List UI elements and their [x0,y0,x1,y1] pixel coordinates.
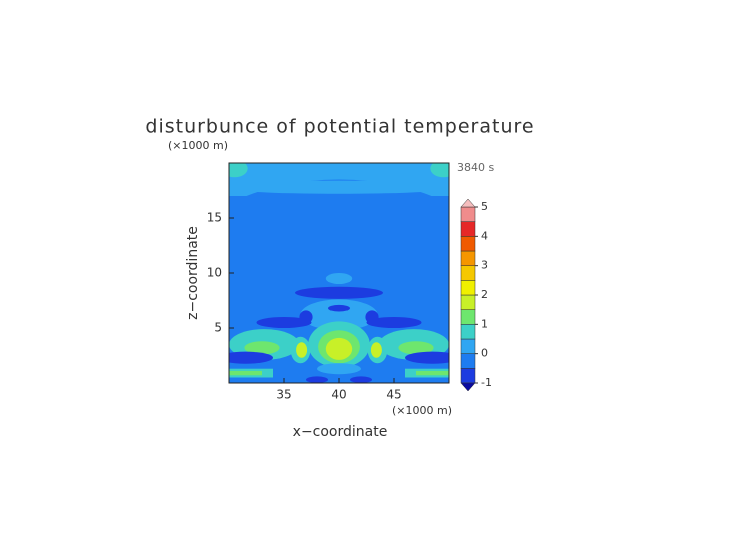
colorbar-under [460,382,476,392]
colorbar-cell [460,265,476,281]
colorbar-tick-label: -1 [481,376,492,389]
y-tick-label: 5 [214,321,222,335]
y-unit: (×1000 m) [168,139,228,152]
colorbar-cell [460,280,476,296]
colorbar-tick-label: 5 [481,200,488,213]
contour-region [430,163,449,178]
contour-region [295,286,383,299]
colorbar-over [460,198,476,208]
field [229,163,449,383]
x-axis-label: x−coordinate [293,424,388,440]
colorbar-tick-label: 3 [481,259,488,272]
contour-region [317,363,361,375]
colorbar-tick-label: 2 [481,288,488,301]
colorbar-tick-label: 1 [481,317,488,330]
contour-region [405,351,449,364]
contour-region [229,163,248,178]
contour-region [325,337,353,360]
contour-region [300,299,378,331]
chart-title: disturbunce of potential temperature [145,116,534,138]
contour-region [229,180,449,194]
colorbar-cell [460,368,476,384]
contour-region [370,342,382,358]
y-axis-label: z−coordinate [185,226,201,320]
x-tick-label: 35 [276,388,291,402]
y-tick-label: 10 [207,266,222,280]
contour-region [244,341,280,355]
x-tick-label: 40 [331,388,346,402]
contour-region [229,370,262,376]
contour-region [350,376,372,383]
contour-region [325,273,353,284]
colorbar-cell [460,236,476,252]
x-tick-label: 45 [386,388,401,402]
time-label: 3840 s [457,161,494,174]
x-unit: (×1000 m) [392,404,452,417]
colorbar-cell [460,338,476,354]
contour-region [296,342,308,358]
colorbar-cell [460,353,476,369]
contour-region [398,341,434,355]
y-tick-label: 15 [207,211,222,225]
contour-region [256,317,312,328]
colorbar-cell [460,324,476,340]
colorbar-cell [460,250,476,266]
contour-region [366,317,422,328]
contour-region [328,304,350,312]
contour-region [229,351,273,364]
colorbar-tick-label: 0 [481,347,488,360]
colorbar-cell [460,206,476,222]
colorbar-cell [460,309,476,325]
colorbar-cell [460,221,476,237]
colorbar-tick-label: 4 [481,229,488,242]
colorbar-cell [460,294,476,310]
contour-region [416,370,449,376]
contour-region [306,376,328,383]
